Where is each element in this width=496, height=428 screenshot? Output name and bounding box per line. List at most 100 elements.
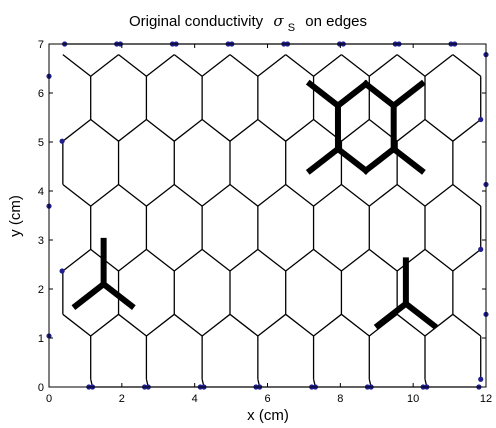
edge-23 — [62, 248, 92, 272]
edge-90 — [424, 119, 454, 142]
thick-spoke-4 — [389, 144, 426, 175]
y-tick-label-2: 2 — [38, 284, 44, 296]
edge-10 — [229, 313, 259, 337]
edge-79 — [229, 119, 259, 142]
edge-76 — [173, 119, 203, 142]
y-tick-label-0: 0 — [38, 382, 44, 394]
boundary-node-33 — [478, 376, 484, 382]
edge-69 — [62, 119, 92, 142]
edge-42 — [396, 248, 426, 272]
title-prefix: Original conductivity — [129, 13, 264, 30]
edge-60 — [313, 183, 342, 207]
y-tick-label-6: 6 — [38, 88, 44, 100]
edge-17 — [368, 313, 398, 337]
boundary-node-38 — [59, 138, 65, 144]
edge-112 — [424, 54, 454, 77]
edge-99 — [173, 54, 203, 77]
x-tick-label-6: 12 — [480, 393, 492, 405]
edge-57 — [257, 183, 287, 207]
edge-66 — [424, 183, 454, 207]
y-tick-label-1: 1 — [38, 333, 44, 345]
edge-85 — [341, 119, 370, 142]
thick-spoke-2 — [305, 144, 343, 175]
edge-33 — [229, 248, 259, 272]
edge-44 — [424, 248, 454, 272]
x-tick-label-3: 6 — [264, 393, 270, 405]
edge-50 — [118, 183, 147, 207]
thick-ring-2 — [333, 144, 371, 175]
edge-19 — [396, 313, 426, 337]
edge-38 — [313, 248, 342, 272]
x-tick-label-1: 2 — [119, 393, 125, 405]
edge-54 — [201, 183, 231, 207]
edge-7 — [173, 313, 203, 337]
high-conductivity-edges — [71, 79, 438, 330]
edge-4 — [118, 313, 147, 337]
edge-88 — [396, 119, 426, 142]
y-axis-ticks: 0 1 2 3 4 5 6 7 — [38, 39, 486, 394]
y-axis-label: y (cm) — [7, 195, 24, 237]
chart-title: Original conductivity σ S on edges — [129, 12, 367, 35]
edge-8 — [201, 313, 231, 337]
x-tick-label-0: 0 — [46, 393, 52, 405]
edge-51 — [146, 183, 175, 207]
edge-11 — [257, 313, 287, 337]
thick-ring-3 — [361, 144, 398, 175]
edge-108 — [341, 54, 370, 77]
title-symbol: σ — [273, 12, 284, 30]
edge-36 — [285, 248, 314, 272]
edge-114 — [452, 54, 482, 77]
edge-97 — [146, 54, 175, 77]
edge-103 — [257, 54, 287, 77]
y-tick-label-3: 3 — [38, 235, 44, 247]
edge-102 — [229, 54, 259, 77]
boundary-node-37 — [478, 246, 484, 252]
edge-65 — [396, 183, 426, 207]
edge-48 — [90, 183, 119, 207]
edge-45 — [452, 248, 482, 272]
edge-68 — [452, 183, 482, 207]
edge-14 — [313, 313, 342, 337]
edge-96 — [118, 54, 147, 77]
edge-81 — [257, 119, 287, 142]
edge-111 — [396, 54, 426, 77]
thick-spoke-1 — [305, 79, 343, 110]
edge-78 — [201, 119, 231, 142]
x-axis-ticks: 0 2 4 6 8 10 12 — [46, 44, 492, 405]
title-suffix: on edges — [305, 13, 367, 30]
x-tick-label-4: 8 — [337, 393, 343, 405]
edge-35 — [257, 248, 287, 272]
edge-41 — [368, 248, 398, 272]
boundary-nodes — [46, 41, 489, 390]
edge-2 — [90, 313, 119, 337]
x-tick-label-2: 4 — [192, 393, 198, 405]
y-tick-label-7: 7 — [38, 39, 44, 51]
edge-27 — [118, 248, 147, 272]
edge-1 — [62, 313, 92, 337]
edge-56 — [229, 183, 259, 207]
title-subscript: S — [288, 22, 295, 34]
edge-53 — [173, 183, 203, 207]
edge-91 — [452, 119, 482, 142]
edge-13 — [285, 313, 314, 337]
edge-32 — [201, 248, 231, 272]
edge-94 — [90, 54, 119, 77]
edge-20 — [424, 313, 454, 337]
edge-72 — [90, 119, 119, 142]
thick-ring-0 — [333, 79, 371, 110]
edge-29 — [146, 248, 175, 272]
thick-junction-1-1 — [71, 279, 108, 310]
axes-frame — [48, 43, 487, 388]
edge-39 — [341, 248, 370, 272]
boundary-node-34 — [59, 268, 65, 274]
edge-47 — [62, 183, 92, 207]
x-axis-label: x (cm) — [247, 407, 289, 424]
edge-30 — [173, 248, 203, 272]
edge-62 — [341, 183, 370, 207]
network-edges — [62, 43, 482, 388]
edge-16 — [341, 313, 370, 337]
edge-106 — [313, 54, 342, 77]
thick-junction-2-2 — [401, 299, 438, 330]
edge-82 — [285, 119, 314, 142]
